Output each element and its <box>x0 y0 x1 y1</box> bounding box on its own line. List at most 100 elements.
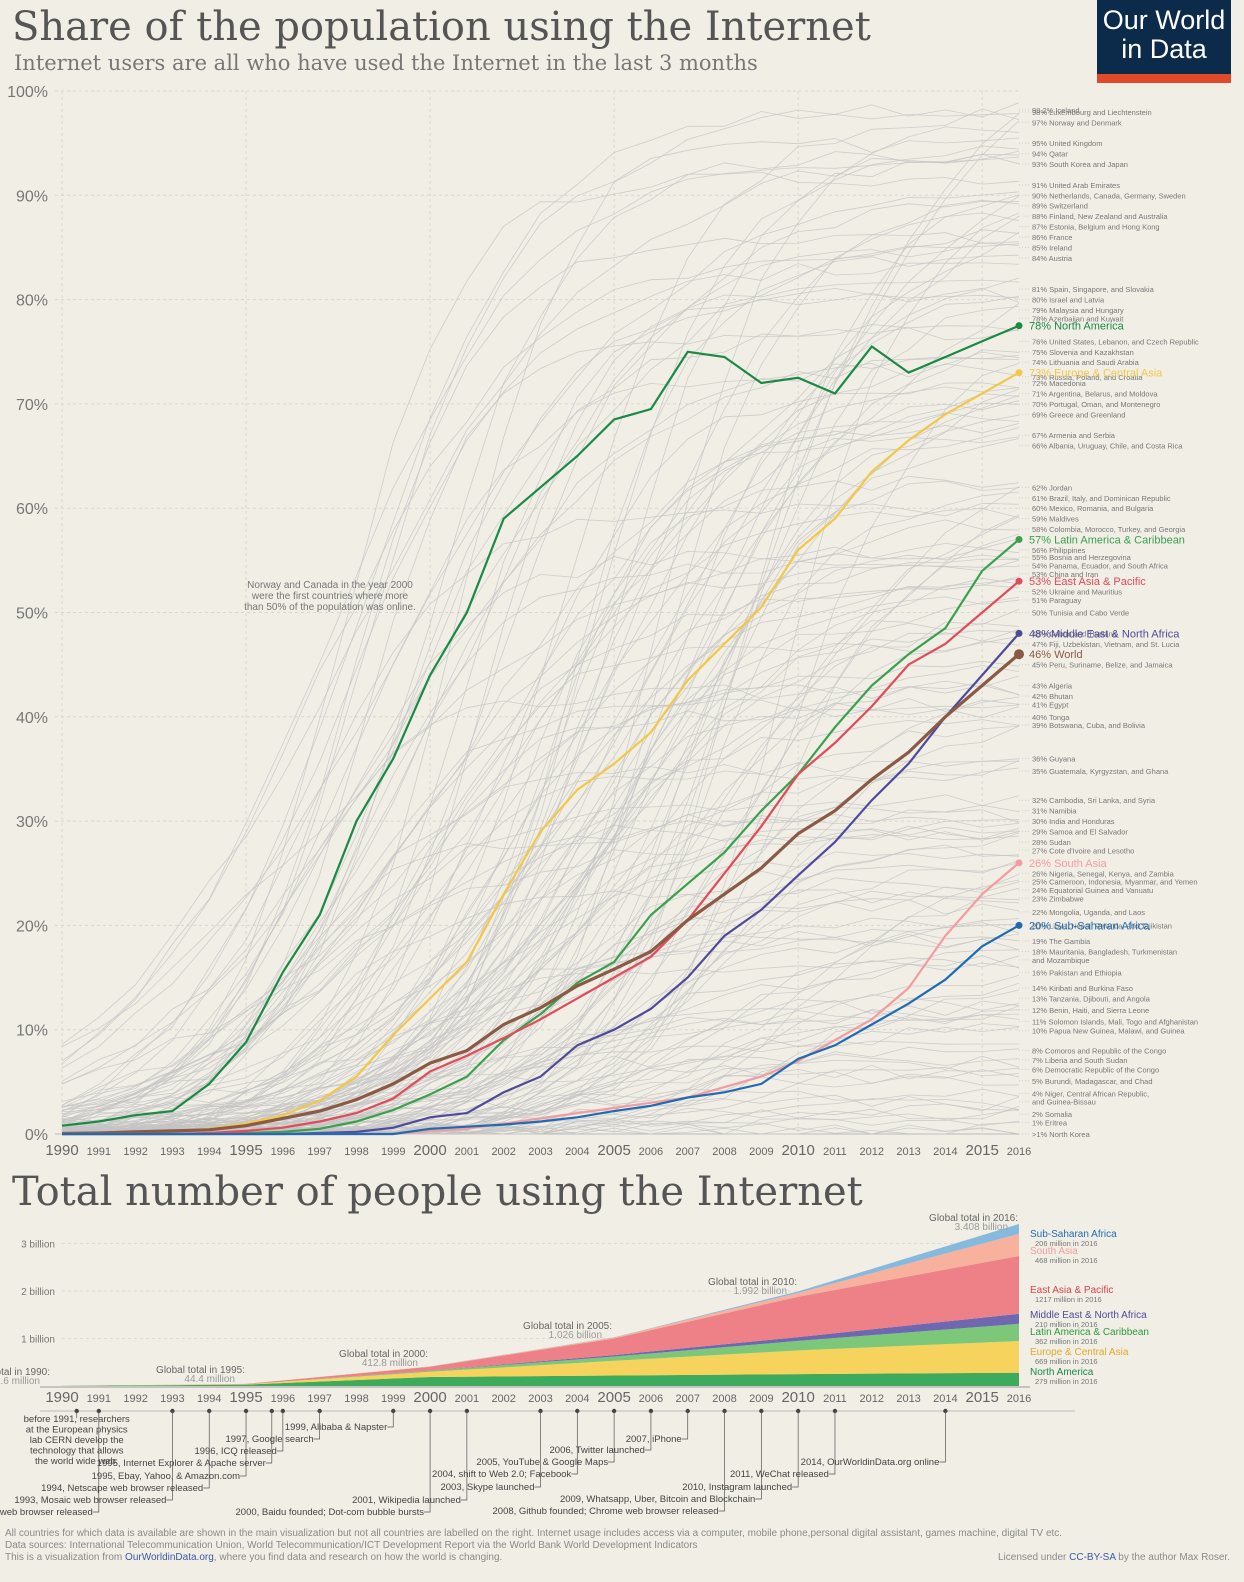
country-label: 78% Azerbaijan and Kuwait <box>1032 314 1124 323</box>
country-label: 98% Luxembourg and Liechtenstein <box>1032 108 1152 117</box>
area-x-tick-label: 1990 <box>45 1389 78 1406</box>
timeline-text: 2005, YouTube & Google Maps <box>476 1457 608 1468</box>
country-label: 91% United Arab Emirates <box>1032 181 1120 190</box>
area-x-tick-label: 2013 <box>896 1393 920 1405</box>
country-label: 70% Portugal, Oman, and Montenegro <box>1032 400 1160 409</box>
country-label: 18% Mauritania, Bangladesh, Turkmenistan <box>1032 947 1177 956</box>
country-line <box>61 191 1020 1069</box>
timeline-text: 1993, Mosaic web browser released <box>14 1495 166 1506</box>
country-label: 48% Gabon and Thailand <box>1032 629 1117 638</box>
timeline-text: 1995, Ebay, Yahoo, & Amazon.com <box>92 1471 240 1482</box>
country-label: 12% Benin, Haiti, and Sierra Leone <box>1032 1006 1149 1015</box>
area-x-tick-label: 1996 <box>271 1393 295 1405</box>
country-line <box>61 486 1020 1134</box>
country-line <box>61 596 1020 1133</box>
timeline-leader <box>276 1411 284 1452</box>
area-x-tick-label: 1994 <box>197 1393 221 1405</box>
country-line <box>61 502 1020 1112</box>
annotation-text: than 50% of the population was online. <box>244 602 416 613</box>
country-label: 86% France <box>1032 233 1072 242</box>
country-line <box>62 109 1020 1135</box>
country-label: and Guinea-Bissau <box>1032 1098 1096 1107</box>
country-label: 30% India and Honduras <box>1032 817 1115 826</box>
x-tick-label: 2009 <box>749 1146 773 1158</box>
series-line <box>61 324 1020 1127</box>
timeline-text: 2010, Instagram launched <box>682 1482 792 1493</box>
global-total-value: 412.8 million <box>362 1358 418 1369</box>
series-end-point <box>1015 629 1023 637</box>
country-label: 60% Mexico, Romania, and Bulgaria <box>1032 504 1154 513</box>
timeline-leader <box>460 1411 468 1501</box>
y-tick-label: 90% <box>16 188 48 205</box>
country-line <box>61 195 1020 1131</box>
country-label: 20% Libya, Nepal, Rwanda, and Tajikistan <box>1032 921 1172 930</box>
country-line <box>61 357 1020 1118</box>
footer-license: Licensed under CC-BY-SA by the author Ma… <box>998 1552 1230 1563</box>
country-line <box>61 538 1020 1047</box>
area-x-tick-label: 2011 <box>823 1393 847 1405</box>
owid-link[interactable]: OurWorldinData.org <box>125 1552 214 1563</box>
timeline-leader <box>718 1411 725 1512</box>
country-line <box>61 137 1020 1121</box>
timeline-text: 2001, Wikipedia launched <box>352 1495 461 1506</box>
x-tick-label: 1996 <box>271 1146 295 1158</box>
country-line <box>61 922 1020 1123</box>
area-x-tick-label: 2009 <box>749 1393 773 1405</box>
area-series-label: Sub-Saharan Africa <box>1030 1229 1117 1240</box>
y-tick-label: 30% <box>16 814 48 831</box>
country-label: 81% Spain, Singapore, and Slovakia <box>1032 285 1155 294</box>
series-end-label: 20% Sub-Saharan Africa <box>1029 920 1150 932</box>
country-label: 69% Greece and Greenland <box>1032 410 1125 419</box>
series-end-point <box>1014 649 1024 660</box>
area-x-tick-label: 2000 <box>413 1389 446 1406</box>
license-suffix: by the author Max Roser. <box>1115 1552 1230 1563</box>
series-end-label: 26% South Asia <box>1029 858 1108 870</box>
country-line <box>61 362 1020 1108</box>
area-x-tick-label: 2008 <box>712 1393 736 1405</box>
series-line <box>61 652 1021 1136</box>
country-line <box>61 287 1020 1134</box>
x-tick-label: 1994 <box>197 1146 221 1158</box>
country-label: 16% Pakistan and Ethiopia <box>1032 968 1122 977</box>
country-line <box>61 760 1020 1122</box>
timeline-text: 1997, Google search <box>225 1434 313 1445</box>
country-line <box>61 120 1020 1128</box>
country-label: 76% United States, Lebanon, and Czech Re… <box>1032 337 1199 346</box>
timeline-leader <box>313 1411 321 1440</box>
country-label: 14% Kiribati and Burkina Faso <box>1032 984 1133 993</box>
series-end-label: 78% North America <box>1029 321 1125 333</box>
country-line <box>61 558 1020 1127</box>
x-tick-label: 2005 <box>597 1142 630 1159</box>
country-label: 56% Philippines <box>1032 546 1086 555</box>
country-line <box>62 889 1020 1135</box>
timeline-text: 2000, Baidu founded; Dot-com bubble burs… <box>236 1507 425 1518</box>
series-end-label: 48%Middle East & North Africa <box>1029 628 1180 640</box>
country-label: 25% Cameroon, Indonesia, Myanmar, and Ye… <box>1032 878 1198 887</box>
area-x-tick-label: 2004 <box>565 1393 589 1405</box>
country-label: 80% Israel and Latvia <box>1032 296 1105 305</box>
license-link[interactable]: CC-BY-SA <box>1069 1552 1116 1563</box>
country-line <box>61 324 1020 1112</box>
x-tick-label: 1991 <box>87 1146 111 1158</box>
country-label: 11% Solomon Islands, Mali, Togo and Afgh… <box>1032 1017 1198 1026</box>
series-end-point <box>1015 921 1023 929</box>
country-label: 54% Panama, Ecuador, and South Africa <box>1032 562 1169 571</box>
area-series-label: North America <box>1030 1367 1094 1378</box>
x-tick-label: 2013 <box>896 1146 920 1158</box>
country-label: 90% Netherlands, Canada, Germany, Sweden <box>1032 191 1186 200</box>
global-total-label: Global total in 1995: <box>156 1365 245 1376</box>
footer-credit: This is a visualization from OurWorldinD… <box>5 1552 502 1563</box>
country-label: 45% Peru, Suriname, Belize, and Jamaica <box>1032 661 1173 670</box>
timeline-text: 2007, iPhone <box>626 1434 682 1445</box>
country-label: 84% Austria <box>1032 254 1073 263</box>
country-line <box>61 1064 1020 1135</box>
timeline-leader <box>681 1411 689 1440</box>
country-line <box>61 242 1020 1133</box>
country-line <box>61 327 1020 1132</box>
owid-logo[interactable]: Our World in Data <box>1097 0 1231 83</box>
timeline-text: 1994, Netscape web browser released <box>41 1483 203 1494</box>
series-end-label: 73% Europe & Central Asia <box>1029 368 1163 380</box>
country-label: 61% Brazil, Italy, and Dominican Republi… <box>1032 494 1171 503</box>
global-total-label: Global total in 2010: <box>708 1277 797 1288</box>
timeline-text: 2014, OurWorldinData.org online <box>801 1457 940 1468</box>
